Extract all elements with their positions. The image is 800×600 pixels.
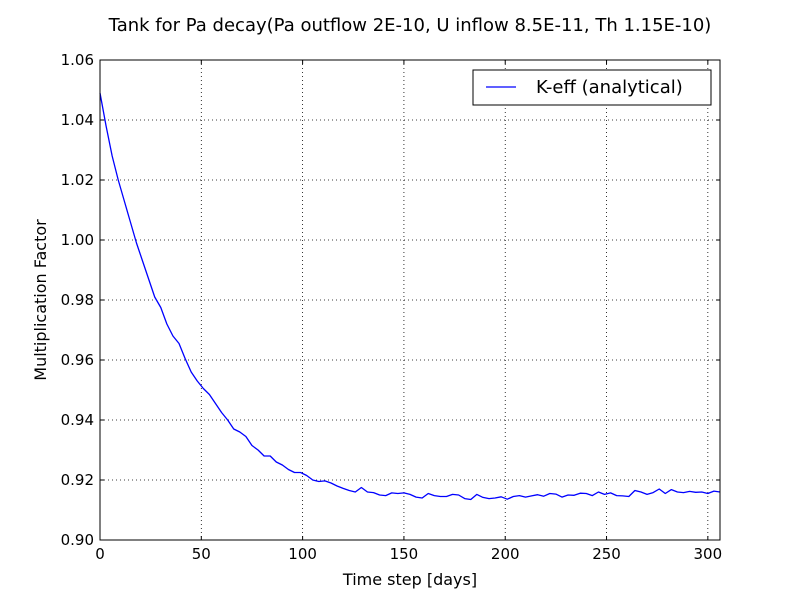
series-layer — [99, 92, 721, 501]
x-tick-label: 150 — [390, 545, 419, 563]
y-tick-label: 1.04 — [61, 111, 94, 129]
chart-title: Tank for Pa decay(Pa outflow 2E-10, U in… — [108, 15, 712, 36]
y-tick-label: 1.00 — [61, 231, 94, 249]
y-tick-label: 0.92 — [61, 471, 94, 489]
x-tick-label: 250 — [592, 545, 621, 563]
y-tick-label: 0.98 — [61, 291, 94, 309]
grid-layer — [100, 60, 720, 540]
y-tick-label: 1.06 — [61, 51, 94, 69]
series-line-k-eff — [99, 92, 721, 501]
y-tick-label: 0.90 — [61, 531, 94, 549]
tick-layer: 0 50 100 150 200 250 300 0.90 0.92 0.94 0.96 0.98 1.… — [61, 51, 723, 563]
legend-box — [472, 69, 712, 106]
y-tick-label: 0.96 — [61, 351, 94, 369]
x-tick-label: 100 — [288, 545, 317, 563]
x-axis-label: Time step [days] — [342, 570, 477, 589]
x-tick-label: 200 — [491, 545, 520, 563]
y-axis-label: Multiplication Factor — [31, 219, 50, 381]
y-tick-label: 0.94 — [61, 411, 94, 429]
legend-label-k-eff: K-eff (analytical) — [536, 77, 683, 98]
x-tick-label: 50 — [192, 545, 211, 563]
x-tick-label: 300 — [694, 545, 723, 563]
y-tick-label: 1.02 — [61, 171, 94, 189]
legend: K-eff (analytical) — [472, 69, 712, 106]
x-tick-label: 0 — [95, 545, 105, 563]
